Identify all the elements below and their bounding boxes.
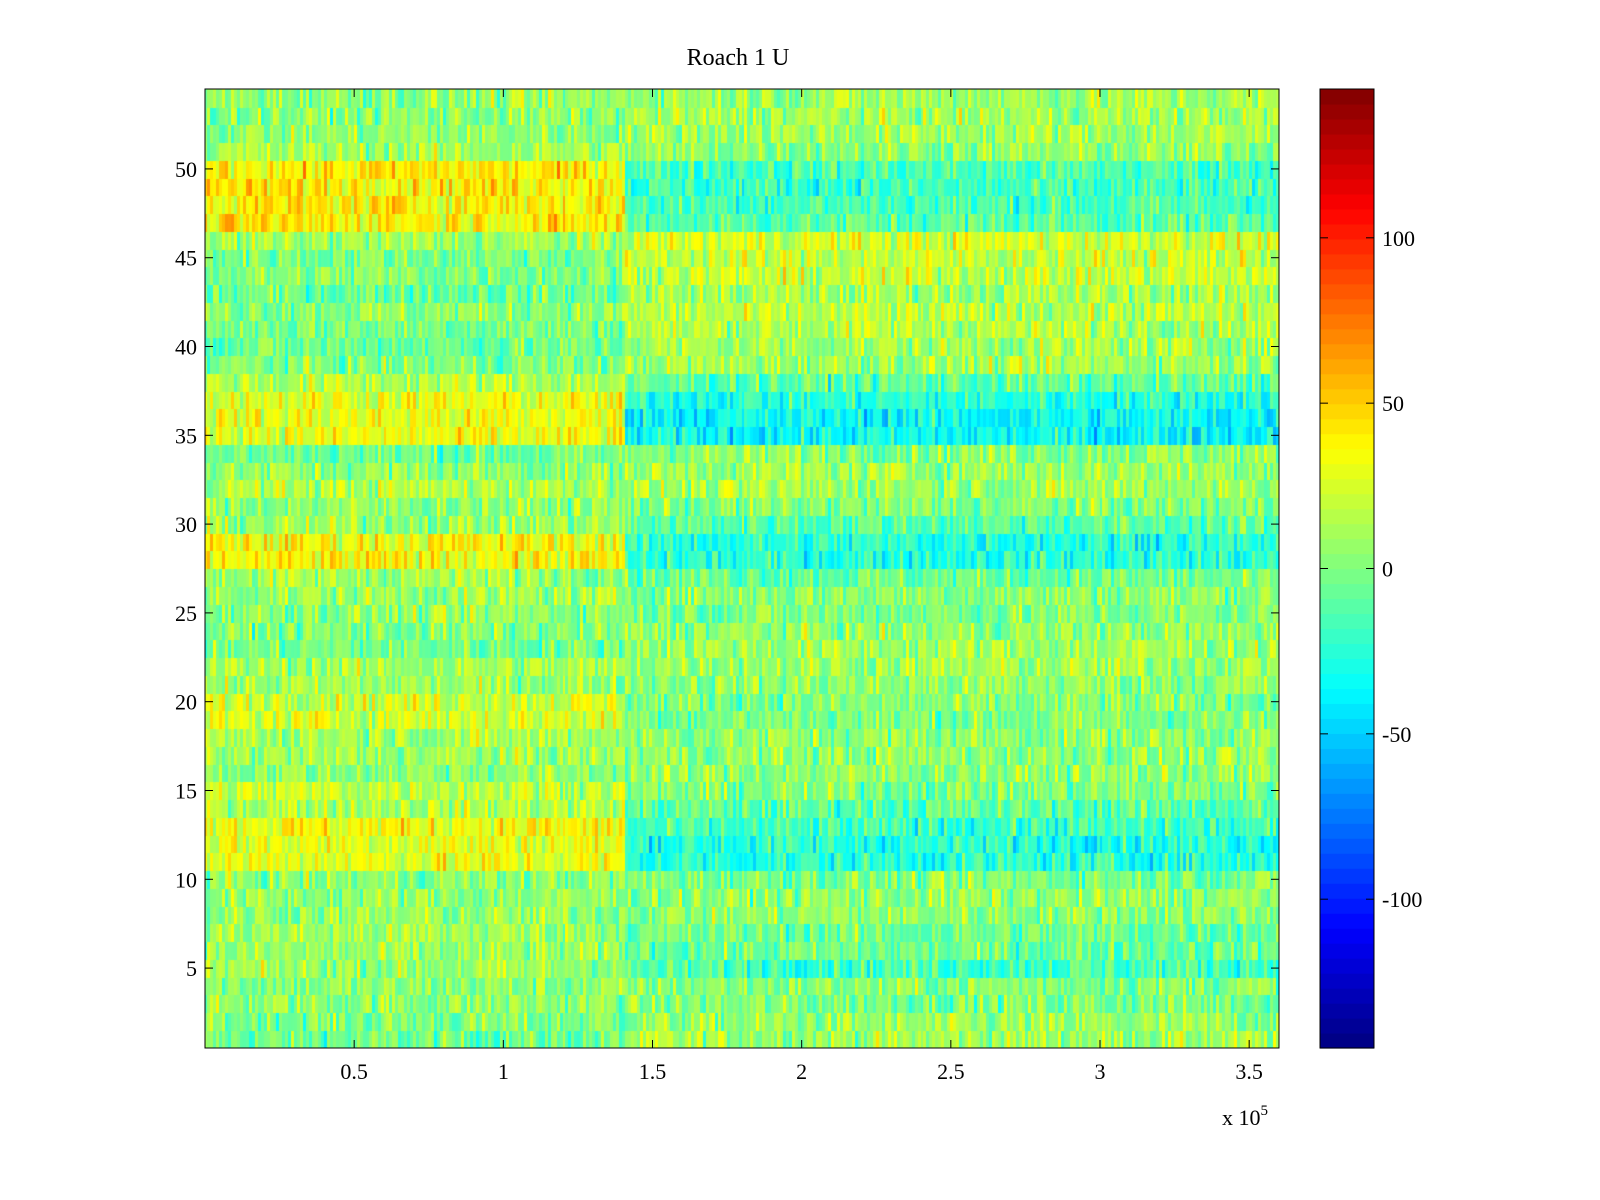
colorbar-band xyxy=(1320,988,1374,1004)
colorbar-tick-label: -100 xyxy=(1382,887,1422,912)
colorbar-band xyxy=(1320,628,1374,645)
colorbar-band xyxy=(1320,643,1374,660)
colorbar-band xyxy=(1320,718,1374,734)
colorbar-band xyxy=(1320,598,1374,615)
colorbar-band xyxy=(1320,508,1374,525)
colorbar-band xyxy=(1320,433,1374,450)
colorbar-band xyxy=(1320,733,1374,749)
colorbar-band xyxy=(1320,448,1374,465)
colorbar: 100 50 0 -50 -100 xyxy=(1319,88,1422,1049)
colorbar-band xyxy=(1320,328,1374,345)
colorbar-gradient xyxy=(1320,89,1374,1049)
colorbar-band xyxy=(1320,823,1374,839)
colorbar-band xyxy=(1320,1033,1374,1049)
colorbar-band xyxy=(1320,343,1374,360)
y-tick-label: 5 xyxy=(186,956,197,981)
x-axis-exponent: x 105 xyxy=(1222,1103,1268,1130)
x-tick-label: 2 xyxy=(796,1059,807,1084)
colorbar-band xyxy=(1320,928,1374,944)
colorbar-band xyxy=(1320,703,1374,719)
y-tick-label: 25 xyxy=(175,601,197,626)
colorbar-band xyxy=(1320,238,1374,255)
colorbar-band xyxy=(1320,89,1374,105)
x-axis-exponent-power: 5 xyxy=(1261,1103,1269,1119)
colorbar-band xyxy=(1320,583,1374,600)
colorbar-tick-label: 0 xyxy=(1382,557,1393,582)
colorbar-band xyxy=(1320,463,1374,480)
colorbar-band xyxy=(1320,403,1374,420)
x-tick-label: 3.5 xyxy=(1235,1059,1263,1084)
colorbar-band xyxy=(1320,838,1374,854)
colorbar-band xyxy=(1320,958,1374,974)
colorbar-band xyxy=(1320,118,1374,135)
colorbar-band xyxy=(1320,193,1374,210)
colorbar-tick-label: 50 xyxy=(1382,391,1404,416)
colorbar-band xyxy=(1320,493,1374,510)
heatmap-plot-area xyxy=(204,88,1280,1049)
colorbar-band xyxy=(1320,208,1374,225)
colorbar-band xyxy=(1320,853,1374,869)
y-tick-label: 45 xyxy=(175,246,197,271)
heatmap-cells xyxy=(205,89,1279,1048)
y-tick-label: 40 xyxy=(175,335,197,360)
colorbar-tick-label: 100 xyxy=(1382,226,1415,251)
y-tick-label: 30 xyxy=(175,512,197,537)
colorbar-band xyxy=(1320,1003,1374,1019)
colorbar-band xyxy=(1320,373,1374,390)
colorbar-band xyxy=(1320,388,1374,405)
chart-title: Roach 1 U xyxy=(687,45,790,71)
y-tick-label: 10 xyxy=(175,867,197,892)
colorbar-band xyxy=(1320,868,1374,884)
x-tick-label: 0.5 xyxy=(340,1059,368,1084)
colorbar-band xyxy=(1320,148,1374,165)
colorbar-band xyxy=(1320,523,1374,540)
y-tick-label: 15 xyxy=(175,778,197,803)
colorbar-band xyxy=(1320,808,1374,824)
colorbar-band xyxy=(1320,268,1374,285)
colorbar-tick-label: -50 xyxy=(1382,722,1411,747)
colorbar-band xyxy=(1320,673,1374,689)
y-tick-label: 20 xyxy=(175,690,197,715)
plot-frame xyxy=(204,88,1280,1049)
colorbar-band xyxy=(1320,748,1374,764)
colorbar-band xyxy=(1320,103,1374,120)
colorbar-band xyxy=(1320,163,1374,180)
colorbar-band xyxy=(1320,313,1374,330)
x-axis: 0.5 1 1.5 2 2.5 3 3.5 xyxy=(340,89,1263,1084)
colorbar-band xyxy=(1320,943,1374,959)
y-tick-label: 35 xyxy=(175,423,197,448)
colorbar-band xyxy=(1320,178,1374,195)
colorbar-band xyxy=(1320,298,1374,315)
colorbar-band xyxy=(1320,358,1374,375)
colorbar-band xyxy=(1320,883,1374,899)
colorbar-band xyxy=(1320,793,1374,809)
colorbar-band xyxy=(1320,1018,1374,1034)
y-tick-label: 50 xyxy=(175,157,197,182)
colorbar-band xyxy=(1320,688,1374,704)
x-tick-label: 1 xyxy=(498,1059,509,1084)
colorbar-band xyxy=(1320,913,1374,929)
colorbar-ticks: 100 50 0 -50 -100 xyxy=(1320,226,1422,912)
colorbar-band xyxy=(1320,133,1374,150)
x-tick-label: 3 xyxy=(1095,1059,1106,1084)
colorbar-band xyxy=(1320,778,1374,794)
colorbar-band xyxy=(1320,253,1374,270)
colorbar-band xyxy=(1320,283,1374,300)
colorbar-band xyxy=(1320,763,1374,779)
colorbar-band xyxy=(1320,418,1374,435)
colorbar-band xyxy=(1320,973,1374,989)
colorbar-band xyxy=(1320,568,1374,585)
x-tick-label: 1.5 xyxy=(639,1059,667,1084)
colorbar-band xyxy=(1320,478,1374,495)
colorbar-band xyxy=(1320,898,1374,914)
y-axis: 5 10 15 20 25 30 35 40 45 50 xyxy=(175,157,1279,981)
colorbar-band xyxy=(1320,613,1374,630)
colorbar-band xyxy=(1320,223,1374,240)
colorbar-band xyxy=(1320,553,1374,570)
colorbar-band xyxy=(1320,658,1374,674)
x-tick-label: 2.5 xyxy=(937,1059,965,1084)
colorbar-band xyxy=(1320,538,1374,555)
